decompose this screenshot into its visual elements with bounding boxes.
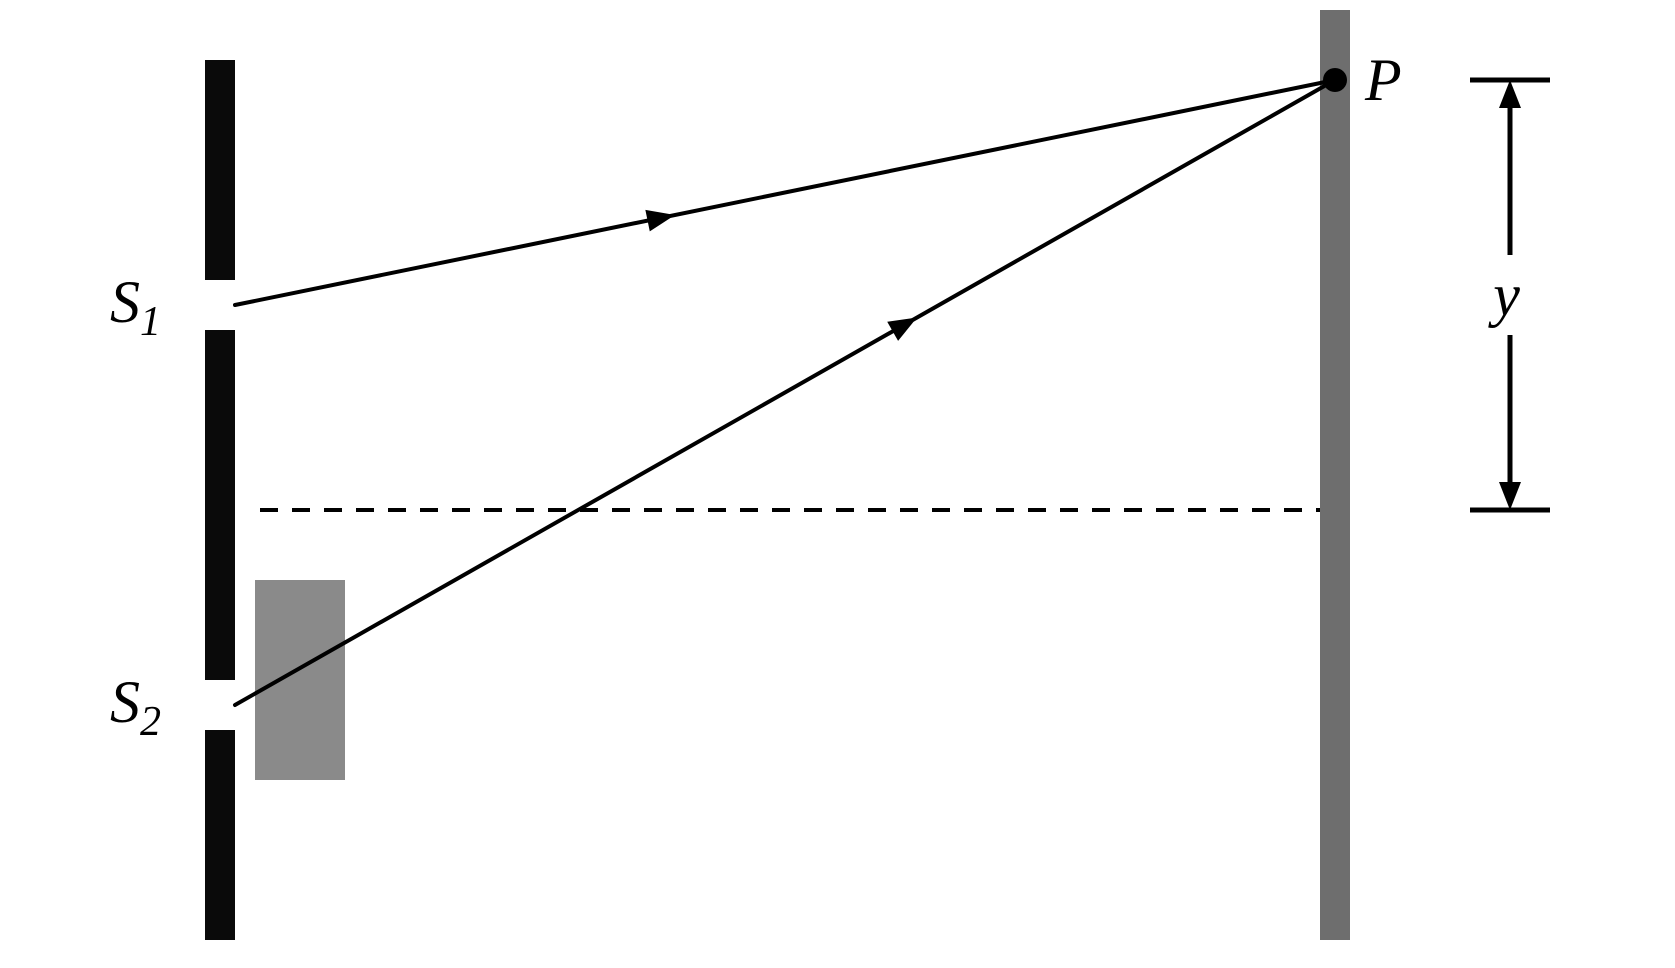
label-s2-sub: 2 bbox=[140, 699, 161, 745]
label-s1-sub: 1 bbox=[140, 299, 161, 345]
label-s1: S1 bbox=[110, 272, 161, 343]
label-s1-main: S bbox=[110, 269, 140, 335]
diagram-svg bbox=[0, 0, 1675, 968]
label-s2: S2 bbox=[110, 672, 161, 743]
label-y: y bbox=[1493, 265, 1520, 325]
label-p: P bbox=[1365, 50, 1402, 110]
diagram-canvas: S1 S2 P y bbox=[0, 0, 1675, 968]
label-s2-main: S bbox=[110, 669, 140, 735]
